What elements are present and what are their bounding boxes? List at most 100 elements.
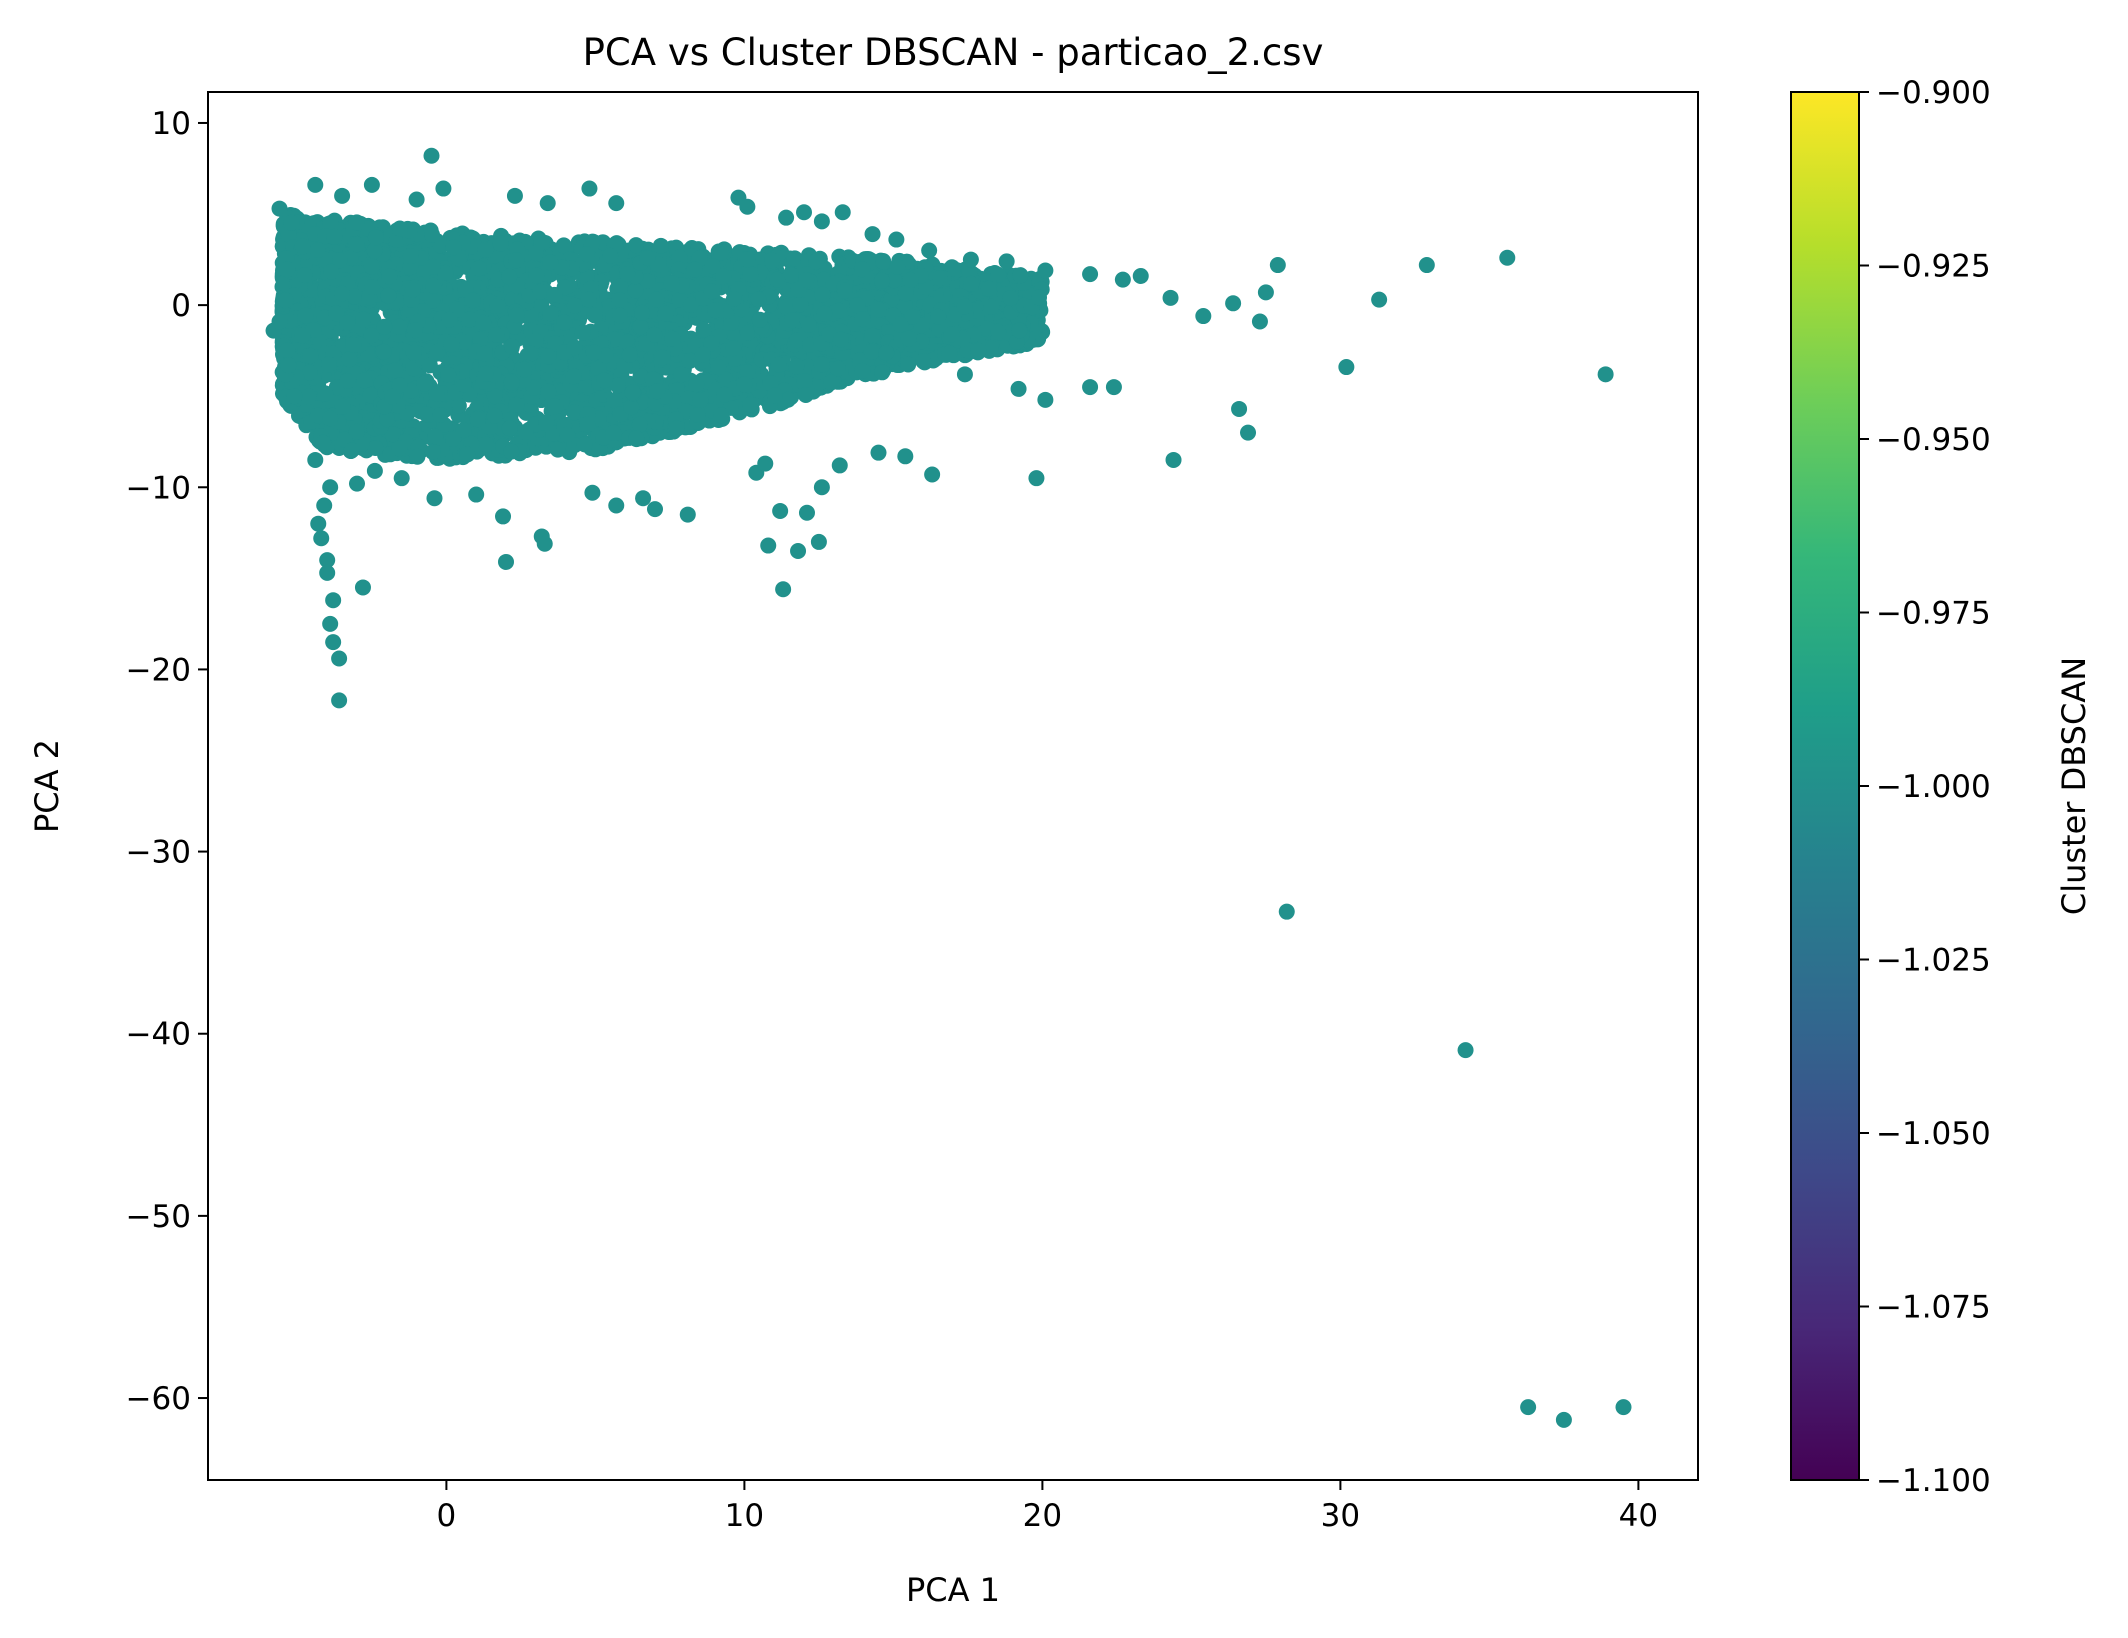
scatter-point xyxy=(522,345,539,362)
scatter-point xyxy=(331,692,348,709)
scatter-point xyxy=(769,271,786,288)
scatter-point xyxy=(798,504,815,521)
scatter-point xyxy=(663,275,680,292)
scatter-point xyxy=(528,267,545,284)
scatter-point xyxy=(609,377,626,394)
scatter-point xyxy=(375,343,392,360)
scatter-point xyxy=(802,336,819,353)
scatter-points xyxy=(265,147,1632,1428)
colorbar-gradient xyxy=(1791,92,1859,1480)
scatter-point xyxy=(1011,322,1028,339)
scatter-point xyxy=(427,428,444,445)
scatter-point xyxy=(585,344,602,361)
scatter-point xyxy=(366,462,383,479)
scatter-point xyxy=(516,361,533,378)
scatter-point xyxy=(673,366,690,383)
scatter-point xyxy=(1037,391,1054,408)
scatter-point xyxy=(323,263,340,280)
scatter-point xyxy=(348,423,365,440)
scatter-point xyxy=(334,398,351,415)
scatter-point xyxy=(889,258,906,275)
scatter-point xyxy=(751,311,768,328)
scatter-point xyxy=(271,200,288,217)
scatter-point xyxy=(1114,271,1131,288)
scatter-point xyxy=(823,374,840,391)
colorbar-tick-label: −1.025 xyxy=(1876,943,1991,979)
scatter-point xyxy=(739,364,756,381)
scatter-point xyxy=(445,431,462,448)
scatter-point xyxy=(418,406,435,423)
scatter-point xyxy=(1010,380,1027,397)
scatter-point xyxy=(508,252,525,269)
scatter-point xyxy=(764,252,781,269)
scatter-point xyxy=(694,346,711,363)
scatter-point xyxy=(1269,257,1286,274)
scatter-point xyxy=(356,372,373,389)
scatter-point xyxy=(470,260,487,277)
scatter-point xyxy=(654,349,671,366)
y-tick-label: −30 xyxy=(126,835,191,871)
scatter-point xyxy=(831,302,848,319)
scatter-point xyxy=(941,345,958,362)
scatter-point xyxy=(380,287,397,304)
scatter-point xyxy=(921,242,938,259)
scatter-point xyxy=(943,326,960,343)
scatter-point xyxy=(279,261,296,278)
scatter-point xyxy=(624,384,641,401)
scatter-point xyxy=(983,298,1000,315)
scatter-point xyxy=(309,407,326,424)
scatter-point xyxy=(915,353,932,370)
x-axis-label: PCA 1 xyxy=(906,1571,1000,1609)
scatter-point xyxy=(283,214,300,231)
scatter-point xyxy=(816,305,833,322)
scatter-point xyxy=(1257,284,1274,301)
scatter-point xyxy=(854,311,871,328)
scatter-point xyxy=(404,281,421,298)
scatter-point xyxy=(854,261,871,278)
scatter-point xyxy=(649,383,666,400)
scatter-point xyxy=(980,280,997,297)
scatter-point xyxy=(602,247,619,264)
scatter-point xyxy=(363,279,380,296)
scatter-point xyxy=(810,533,827,550)
scatter-point xyxy=(432,406,449,423)
scatter-point xyxy=(579,416,596,433)
scatter-point xyxy=(647,501,663,518)
scatter-point xyxy=(536,535,553,552)
scatter-point xyxy=(416,375,433,392)
scatter-point xyxy=(875,253,892,270)
colorbar-tick-label: −1.050 xyxy=(1876,1116,1991,1152)
scatter-point xyxy=(608,497,625,514)
scatter-point xyxy=(331,252,348,269)
scatter-point xyxy=(425,277,442,294)
scatter-point xyxy=(566,339,583,356)
scatter-point xyxy=(576,436,593,453)
scatter-point xyxy=(632,318,649,335)
scatter-point xyxy=(1278,903,1295,920)
scatter-point xyxy=(786,250,803,267)
scatter-point xyxy=(1132,267,1149,284)
scatter-point xyxy=(760,537,777,554)
scatter-point xyxy=(789,332,806,349)
scatter-point xyxy=(391,318,408,335)
scatter-point xyxy=(445,239,462,256)
scatter-point xyxy=(780,391,797,408)
scatter-point xyxy=(486,407,503,424)
scatter-point xyxy=(956,366,973,383)
scatter-point xyxy=(501,268,518,285)
scatter-point xyxy=(1012,267,1029,284)
scatter-point xyxy=(408,191,425,208)
scatter-point xyxy=(664,330,681,347)
scatter-point xyxy=(346,288,363,305)
scatter-point xyxy=(874,272,891,289)
colorbar-tick-label: −1.075 xyxy=(1876,1290,1991,1326)
scatter-point xyxy=(362,387,379,404)
scatter-point xyxy=(277,292,294,309)
scatter-point xyxy=(762,375,779,392)
scatter-point xyxy=(1105,379,1122,396)
scatter-point xyxy=(605,424,622,441)
scatter-point xyxy=(307,176,324,193)
scatter-point xyxy=(772,502,789,519)
x-tick-label: 20 xyxy=(1023,1498,1062,1534)
colorbar-axis: −0.900 −0.925 −0.950 −0.975 −1.000 −1.025 −1.0… xyxy=(1859,75,1991,1499)
